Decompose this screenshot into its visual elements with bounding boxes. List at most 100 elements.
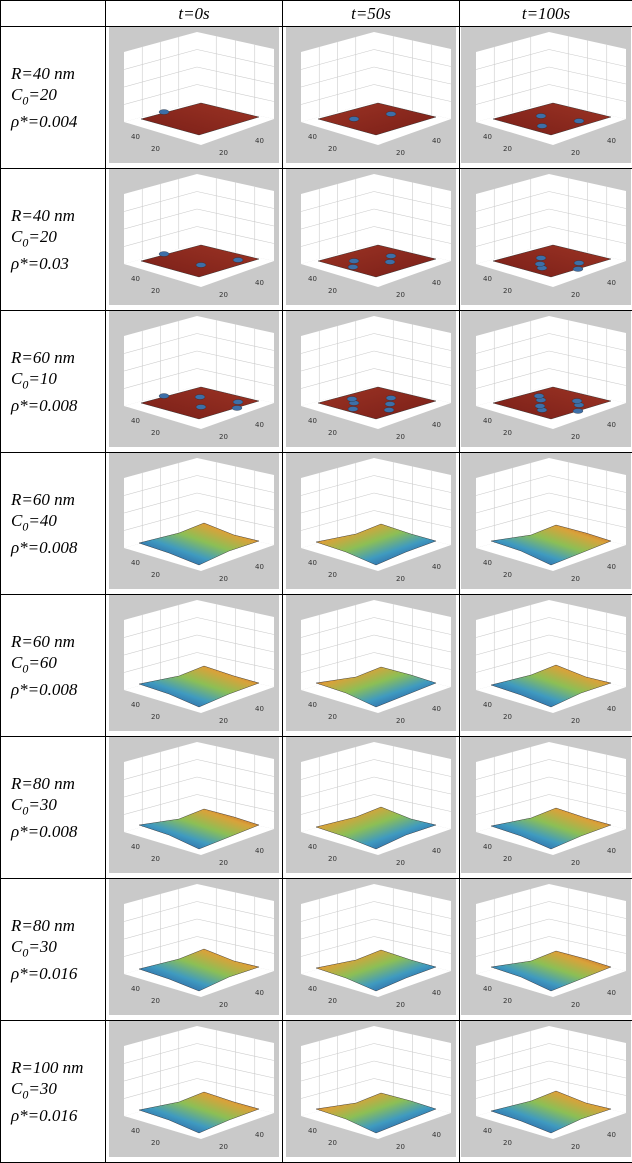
column-header: t=50s — [283, 1, 460, 27]
axis-tick-label: 40 — [131, 843, 140, 851]
c-value: =20 — [28, 227, 56, 246]
density: ρ*=0.004 — [11, 111, 105, 132]
surface-pit — [196, 405, 206, 410]
concentration: C0=30 — [11, 936, 105, 963]
surface-pit — [348, 265, 358, 270]
surface-pit — [573, 409, 583, 414]
surface-pit — [196, 263, 206, 268]
density: ρ*=0.03 — [11, 253, 105, 274]
surface-pit — [232, 406, 242, 411]
concentration: C0=20 — [11, 226, 105, 253]
axis-tick-label: 40 — [607, 1131, 616, 1139]
surface-pit — [535, 404, 545, 409]
axis-tick-label: 20 — [328, 855, 337, 863]
axis-tick-label: 40 — [308, 843, 317, 851]
axis-tick-label: 20 — [396, 149, 405, 157]
axis-tick-label: 20 — [571, 1001, 580, 1009]
axis-tick-label: 40 — [131, 417, 140, 425]
radius: R=60 nm — [11, 631, 105, 652]
axis-tick-label: 40 — [607, 137, 616, 145]
surface-pit — [349, 117, 359, 122]
c-symbol: C — [11, 653, 22, 672]
axis-tick-label: 20 — [151, 997, 160, 1005]
concentration: C0=20 — [11, 84, 105, 111]
results-table: t=0st=50st=100s R=40 nmC0=20ρ*=0.0044020… — [0, 0, 632, 1163]
axis-tick-label: 20 — [571, 575, 580, 583]
axis-tick-label: 20 — [219, 859, 228, 867]
axis-tick-label: 40 — [308, 417, 317, 425]
axis-tick-label: 20 — [503, 571, 512, 579]
surface-pit — [536, 256, 546, 261]
axis-tick-label: 20 — [328, 571, 337, 579]
axis-tick-label: 20 — [571, 859, 580, 867]
axis-tick-label: 20 — [151, 571, 160, 579]
c-value: =30 — [28, 937, 56, 956]
axis-tick-label: 40 — [308, 133, 317, 141]
axis-tick-label: 40 — [483, 701, 492, 709]
axis-tick-label: 40 — [483, 843, 492, 851]
axis-tick-label: 40 — [607, 989, 616, 997]
axis-tick-label: 40 — [308, 701, 317, 709]
density: ρ*=0.008 — [11, 679, 105, 700]
axis-tick-label: 20 — [219, 291, 228, 299]
axis-tick-label: 20 — [503, 713, 512, 721]
axis-tick-label: 40 — [432, 563, 441, 571]
axis-tick-label: 20 — [328, 713, 337, 721]
surface-pit — [195, 395, 205, 400]
c-value: =10 — [28, 369, 56, 388]
axis-tick-label: 20 — [219, 1001, 228, 1009]
axis-tick-label: 20 — [503, 429, 512, 437]
c-value: =30 — [28, 1079, 56, 1098]
axis-tick-label: 20 — [503, 997, 512, 1005]
axis-tick-label: 20 — [571, 433, 580, 441]
axis-tick-label: 40 — [131, 701, 140, 709]
axis-tick-label: 40 — [255, 137, 264, 145]
radius: R=80 nm — [11, 773, 105, 794]
axis-tick-label: 20 — [503, 145, 512, 153]
radius: R=40 nm — [11, 205, 105, 226]
axis-tick-label: 40 — [432, 279, 441, 287]
surface-pit — [386, 112, 396, 117]
axis-tick-label: 20 — [396, 1143, 405, 1151]
axis-tick-label: 40 — [432, 705, 441, 713]
axis-tick-label: 20 — [151, 855, 160, 863]
axis-tick-label: 40 — [483, 133, 492, 141]
column-header: t=0s — [106, 1, 283, 27]
axis-tick-label: 40 — [255, 705, 264, 713]
axis-tick-label: 40 — [308, 559, 317, 567]
axis-tick-label: 40 — [607, 563, 616, 571]
axis-tick-label: 20 — [503, 855, 512, 863]
axis-tick-label: 20 — [396, 575, 405, 583]
axis-tick-label: 20 — [328, 997, 337, 1005]
